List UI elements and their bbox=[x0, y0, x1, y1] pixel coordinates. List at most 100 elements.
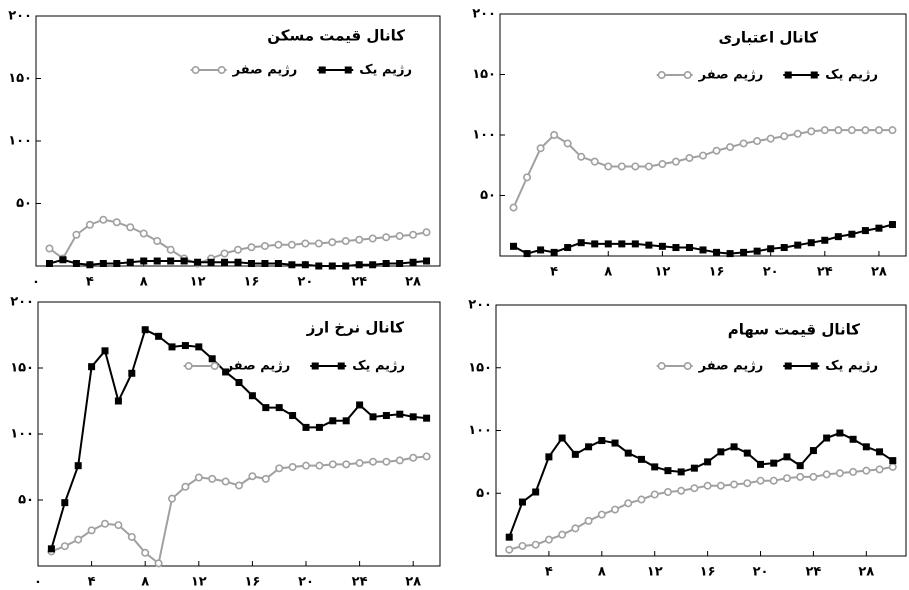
point bbox=[862, 443, 870, 451]
point bbox=[796, 462, 804, 470]
point bbox=[260, 242, 269, 251]
point bbox=[861, 126, 870, 135]
series-line bbox=[51, 455, 427, 566]
point bbox=[767, 245, 775, 253]
point bbox=[685, 244, 693, 252]
x-tick-label: ۲۴ bbox=[352, 575, 368, 590]
point bbox=[685, 153, 694, 162]
x-tick-label: ۱۶ bbox=[244, 275, 260, 290]
point bbox=[126, 223, 135, 232]
point bbox=[342, 262, 350, 270]
point bbox=[823, 434, 831, 442]
point bbox=[423, 257, 431, 265]
point bbox=[247, 260, 255, 267]
point bbox=[180, 257, 188, 265]
point bbox=[61, 499, 69, 507]
legend-marker bbox=[657, 361, 666, 370]
legend-label: رژیم یک bbox=[825, 359, 878, 374]
point bbox=[537, 246, 545, 254]
chart-title: کانال قیمت مسکن bbox=[267, 27, 405, 45]
x-tick-label: ۲۴ bbox=[805, 565, 821, 580]
point bbox=[329, 417, 337, 425]
point bbox=[713, 248, 721, 256]
point bbox=[888, 221, 896, 229]
point bbox=[505, 533, 513, 541]
x-tick-label: ۸ bbox=[598, 565, 606, 580]
point bbox=[631, 240, 639, 248]
point bbox=[302, 423, 310, 431]
point bbox=[780, 244, 788, 252]
point bbox=[72, 260, 80, 267]
point bbox=[208, 474, 217, 483]
point bbox=[690, 464, 698, 472]
point bbox=[604, 240, 612, 248]
legend-label: رژیم صفر bbox=[698, 68, 764, 83]
plot-frame bbox=[499, 13, 907, 257]
point bbox=[328, 460, 337, 469]
plot-frame bbox=[35, 15, 441, 267]
y-tick-label: ۱۰۰ bbox=[10, 427, 34, 442]
point bbox=[558, 434, 566, 442]
point bbox=[598, 437, 606, 445]
point bbox=[342, 460, 351, 469]
legend-marker bbox=[784, 71, 792, 79]
x-tick-label: ۲۸ bbox=[405, 275, 421, 290]
point bbox=[409, 453, 418, 462]
point bbox=[611, 505, 620, 514]
point bbox=[835, 469, 844, 478]
point bbox=[726, 250, 734, 258]
point bbox=[234, 258, 242, 266]
point bbox=[756, 476, 765, 485]
point bbox=[274, 260, 282, 267]
point bbox=[585, 443, 593, 451]
legend-marker bbox=[784, 362, 792, 370]
point bbox=[195, 343, 203, 351]
x-tick-label: ۸ bbox=[604, 265, 612, 280]
point bbox=[651, 463, 659, 471]
point bbox=[889, 457, 897, 465]
legend-marker bbox=[210, 361, 219, 370]
point bbox=[888, 462, 897, 471]
point bbox=[809, 447, 817, 455]
x-tick-label: ۱۶ bbox=[244, 575, 260, 590]
point bbox=[382, 412, 390, 420]
point bbox=[126, 258, 134, 266]
point bbox=[261, 474, 270, 483]
x-tick-label: ۴ bbox=[88, 575, 96, 590]
point bbox=[99, 215, 108, 224]
point bbox=[101, 519, 110, 528]
point bbox=[518, 498, 526, 506]
point bbox=[301, 261, 309, 269]
point bbox=[382, 233, 391, 242]
point bbox=[716, 481, 725, 490]
point bbox=[112, 218, 121, 227]
point bbox=[288, 261, 296, 269]
point bbox=[523, 250, 531, 258]
x-tick-label: ۲۰ bbox=[298, 575, 314, 590]
series-line bbox=[48, 218, 427, 265]
point bbox=[341, 237, 350, 246]
point bbox=[289, 412, 297, 420]
point bbox=[355, 459, 364, 468]
point bbox=[782, 474, 791, 483]
point bbox=[876, 448, 884, 456]
point bbox=[834, 233, 842, 241]
point bbox=[672, 244, 680, 252]
plot-frame bbox=[495, 304, 907, 557]
x-tick-label: ۱۲ bbox=[647, 565, 663, 580]
x-tick-label: ۴ bbox=[86, 275, 94, 290]
point bbox=[87, 526, 96, 535]
point bbox=[220, 249, 229, 258]
point bbox=[698, 151, 707, 160]
y-tick-label: ۲۰۰ bbox=[468, 298, 492, 313]
y-tick-label: ۱۵۰ bbox=[8, 71, 32, 86]
point bbox=[328, 238, 337, 247]
point bbox=[591, 240, 599, 248]
point bbox=[114, 521, 123, 530]
point bbox=[690, 484, 699, 493]
point bbox=[769, 476, 778, 485]
legend-marker bbox=[311, 362, 319, 370]
point bbox=[793, 129, 802, 138]
point bbox=[532, 488, 540, 496]
